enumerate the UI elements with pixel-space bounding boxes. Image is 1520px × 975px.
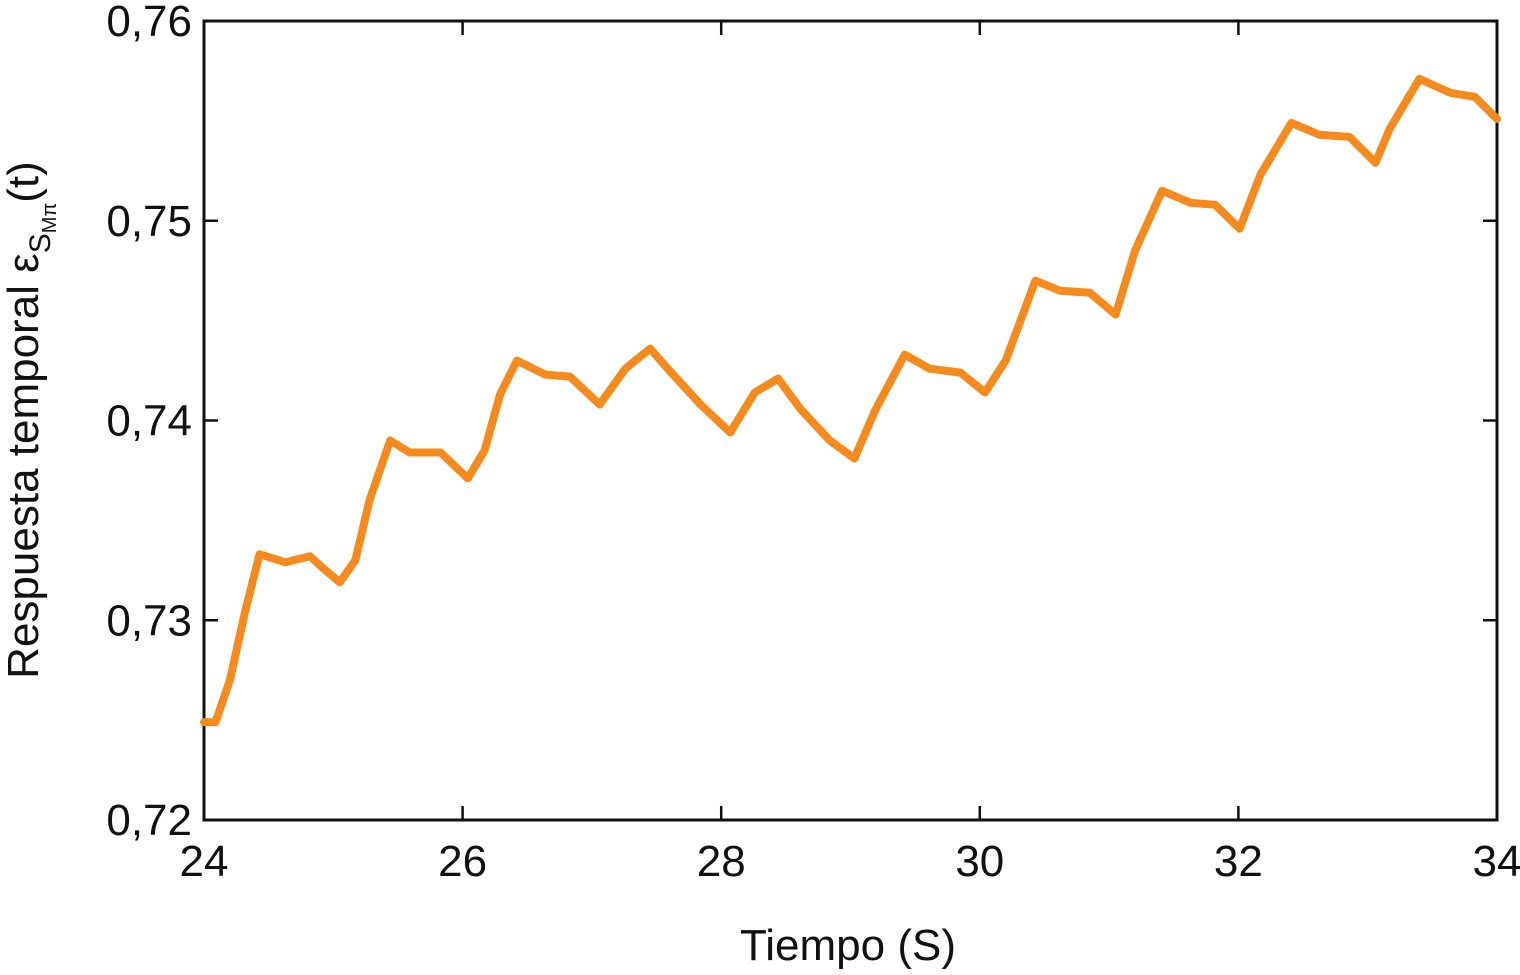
y-tick-label: 0,72 (106, 796, 192, 845)
x-tick-label: 32 (1214, 837, 1263, 886)
y-axis-label-sub: S (24, 233, 57, 253)
plot-frame (202, 19, 1499, 822)
y-tick-label: 0,74 (106, 397, 192, 446)
x-tick-label: 30 (955, 837, 1004, 886)
y-axis-label-main: Respuesta temporal ε (0, 253, 48, 679)
x-axis-label: Tiempo (S) (740, 921, 956, 970)
x-tick-label: 26 (438, 837, 487, 886)
y-tick-label: 0,75 (106, 197, 192, 246)
y-axis-label-subsub: Mπ (39, 203, 61, 233)
y-tick-label: 0,73 (106, 596, 192, 645)
x-tick-label: 24 (180, 837, 229, 886)
data-line (200, 74, 1501, 727)
x-tick-label: 28 (697, 837, 746, 886)
x-tick-label: 34 (1473, 837, 1520, 886)
y-axis-label-suffix: (t) (0, 161, 48, 203)
y-axis-label: Respuesta temporal εSMπ(t) (0, 161, 61, 679)
y-tick-label: 0,76 (106, 0, 192, 46)
